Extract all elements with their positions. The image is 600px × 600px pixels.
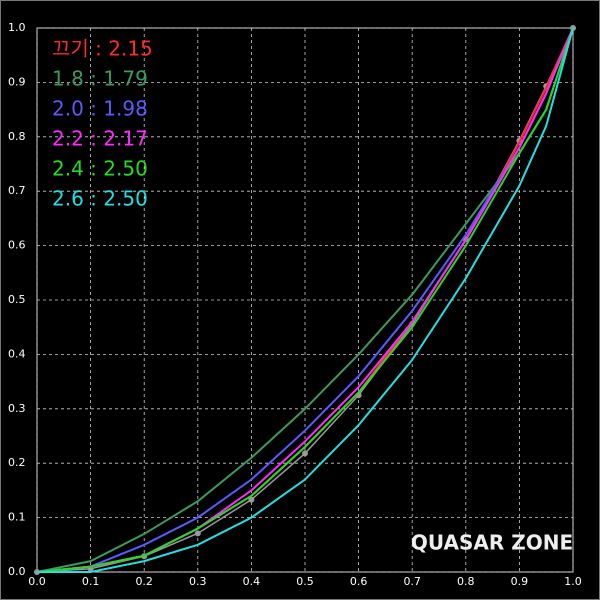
y-tick-label: 0.5 — [8, 293, 26, 306]
y-tick-label: 0.1 — [8, 511, 26, 524]
y-tick-label: 0.6 — [8, 239, 26, 252]
series-line — [36, 27, 574, 573]
watermark: QUASAR ZONE — [411, 531, 573, 555]
x-tick-label: 0.3 — [189, 575, 207, 588]
y-tick-label: 0.3 — [8, 402, 26, 415]
y-tick-label: 0.0 — [8, 565, 26, 578]
x-tick-label: 0.6 — [350, 575, 368, 588]
legend-label: 2.4 : 2.50 — [52, 157, 148, 181]
x-tick-label: 0.9 — [511, 575, 529, 588]
x-tick-label: 0.7 — [403, 575, 421, 588]
x-tick-label: 1.0 — [564, 575, 582, 588]
legend-label: 1.8 : 1.79 — [52, 67, 148, 91]
point — [248, 496, 255, 503]
y-tick-label: 0.2 — [8, 456, 26, 469]
point — [302, 450, 308, 457]
x-tick-label: 0.0 — [28, 575, 46, 588]
x-tick-label: 0.1 — [82, 575, 100, 588]
y-tick-label: 0.7 — [8, 184, 26, 197]
y-tick-label: 0.8 — [8, 130, 26, 143]
y-tick-label: 1.0 — [8, 21, 26, 34]
y-tick-label: 0.9 — [8, 75, 26, 88]
x-tick-label: 0.4 — [243, 575, 261, 588]
x-tick-label: 0.8 — [457, 575, 475, 588]
y-tick-label: 0.4 — [8, 347, 26, 360]
x-tick-label: 0.5 — [296, 575, 314, 588]
legend-label: 끄기 : 2.15 — [52, 37, 153, 61]
legend-label: 2.2 : 2.17 — [52, 127, 148, 151]
legend-label: 2.0 : 1.98 — [52, 97, 148, 121]
legend-label: 2.6 : 2.50 — [52, 187, 148, 211]
point — [194, 530, 201, 537]
x-tick-label: 0.2 — [135, 575, 153, 588]
series-line — [37, 27, 574, 573]
